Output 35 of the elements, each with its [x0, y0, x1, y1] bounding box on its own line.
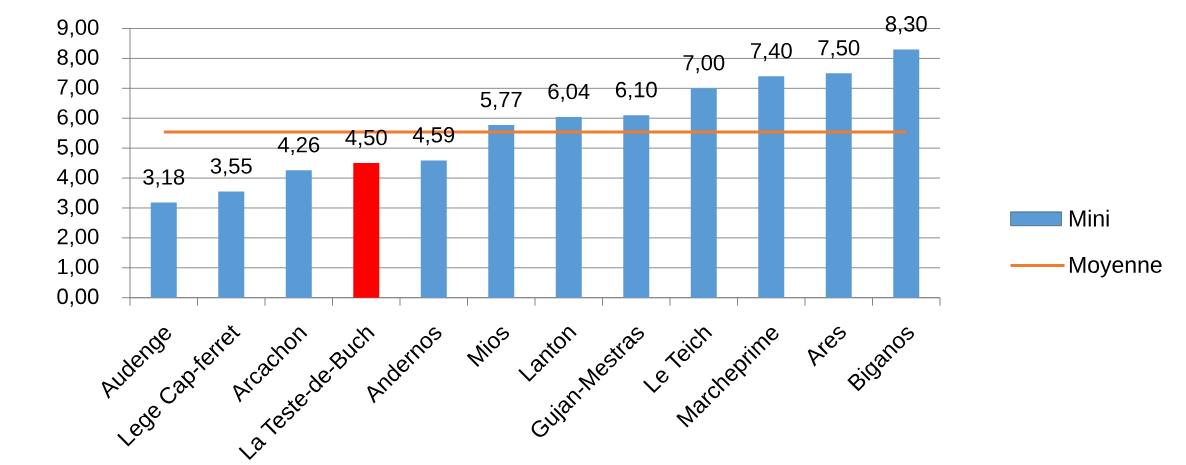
data-label: 4,50 — [345, 129, 387, 148]
bar — [555, 117, 582, 298]
y-tick-label: 7,00 — [57, 79, 99, 98]
data-label: 5,77 — [480, 91, 522, 110]
y-tick-label: 8,00 — [57, 49, 99, 68]
data-label: 3,55 — [210, 158, 252, 177]
data-label: 7,50 — [818, 40, 860, 59]
y-tick-label: 1,00 — [58, 258, 99, 277]
legend-label: Mini — [1069, 209, 1109, 227]
y-tick-label: 4,00 — [57, 168, 99, 188]
bar — [623, 115, 650, 298]
bar — [353, 163, 380, 298]
data-label: 8,30 — [885, 16, 927, 35]
y-tick-label: 5,00 — [57, 139, 99, 158]
bar — [218, 191, 245, 298]
bar — [150, 202, 177, 298]
bar — [893, 49, 920, 298]
bar — [690, 88, 717, 298]
bar — [758, 76, 785, 298]
data-label: 7,40 — [750, 42, 792, 62]
data-label: 4,26 — [277, 136, 320, 156]
bar — [285, 170, 312, 298]
bar — [488, 125, 515, 298]
bar — [420, 160, 447, 298]
y-tick-label: 9,00 — [57, 19, 99, 38]
y-tick-label: 0,00 — [57, 288, 99, 307]
data-label: 6,10 — [615, 81, 657, 101]
bar — [825, 73, 852, 298]
y-tick-label: 2,00 — [57, 228, 99, 247]
data-label: 7,00 — [683, 54, 725, 74]
data-label: 6,04 — [548, 83, 590, 102]
data-label: 3,18 — [143, 169, 185, 188]
y-tick-label: 6,00 — [57, 109, 99, 128]
y-tick-label: 3,00 — [57, 198, 99, 218]
legend-label: Moyenne — [1069, 256, 1162, 278]
